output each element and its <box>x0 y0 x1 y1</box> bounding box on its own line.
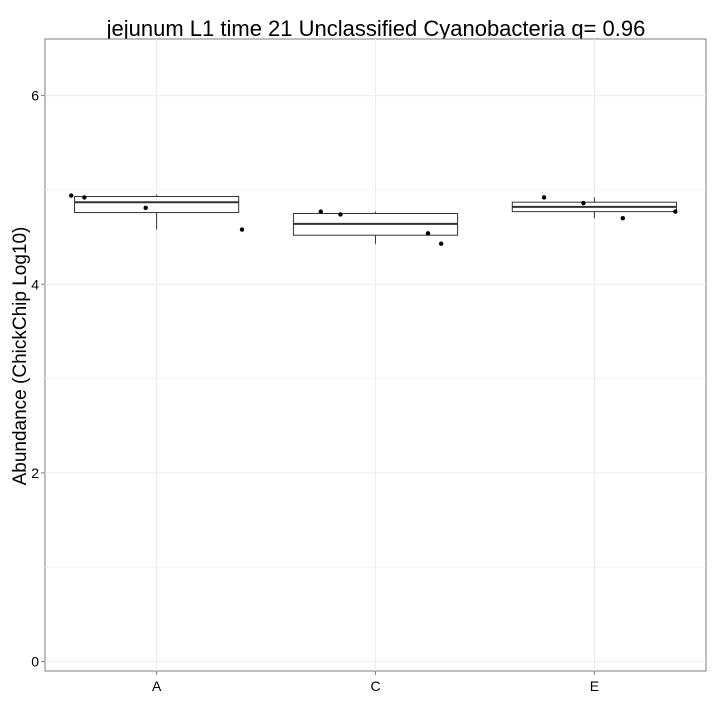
box-body <box>74 196 240 214</box>
y-tick-label: 2 <box>31 465 39 481</box>
y-tick-label: 0 <box>31 654 39 670</box>
data-point <box>673 209 678 214</box>
data-point <box>581 200 586 206</box>
chart-title: jejunum L1 time 21 Unclassified Cyanobac… <box>106 16 646 41</box>
boxes <box>74 194 677 244</box>
y-tick-label: 6 <box>31 88 39 104</box>
grid-lines <box>45 39 706 671</box>
data-point <box>239 227 245 232</box>
data-point <box>438 241 444 246</box>
x-tick-label: C <box>370 678 380 694</box>
y-tick-label: 4 <box>31 276 39 292</box>
y-axis-title: Abundance (ChickChip Log10) <box>10 227 31 486</box>
data-point <box>541 195 547 200</box>
data-point <box>318 209 323 214</box>
data-point <box>620 216 626 221</box>
x-tick-label: A <box>152 678 162 694</box>
data-point <box>425 231 431 236</box>
data-point <box>338 212 343 217</box>
data-point <box>143 205 148 211</box>
box-C <box>292 211 459 244</box>
box-A <box>74 194 240 230</box>
box-E <box>511 197 677 219</box>
axes: 0 2 4 6 A C E <box>31 88 599 694</box>
data-point <box>69 193 74 198</box>
x-tick-label: E <box>590 678 599 694</box>
data-point <box>82 195 87 200</box>
data-points <box>69 193 678 246</box>
